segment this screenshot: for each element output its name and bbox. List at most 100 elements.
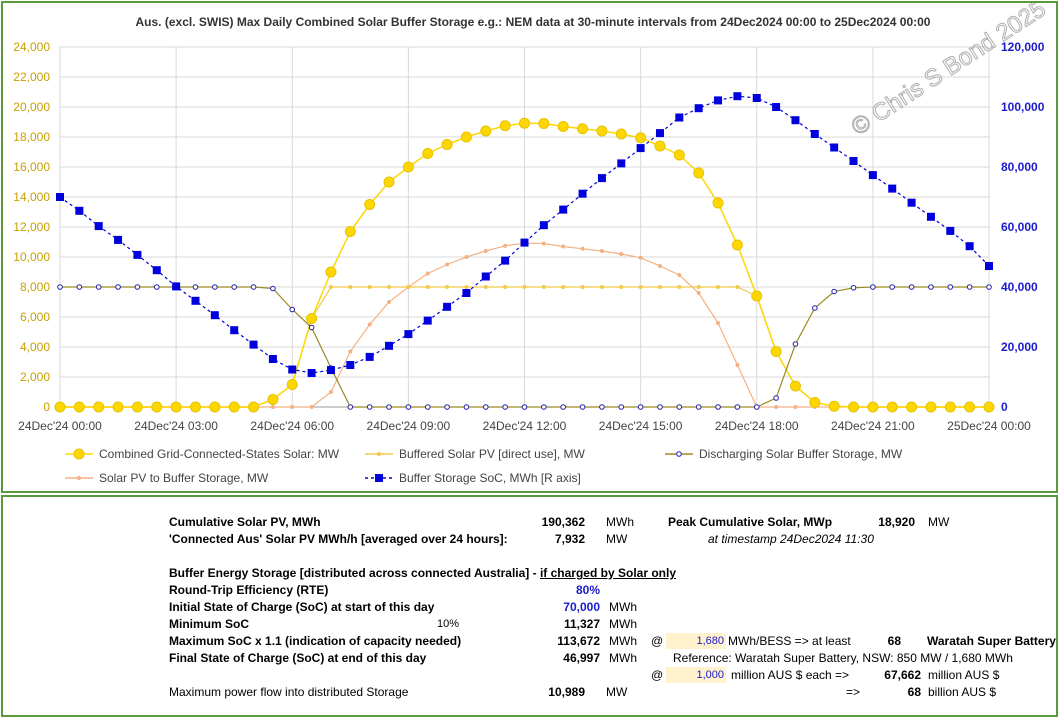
data-point — [793, 405, 798, 409]
peak-label: Peak Cumulative Solar, MWp — [668, 515, 833, 529]
data-point — [561, 285, 566, 289]
data-point — [309, 405, 314, 409]
data-point — [270, 285, 276, 292]
data-point — [250, 284, 257, 290]
data-point — [889, 284, 896, 290]
data-point — [773, 395, 779, 401]
data-point — [460, 131, 472, 143]
data-point — [538, 118, 550, 129]
data-point — [966, 284, 973, 290]
data-point — [541, 404, 547, 410]
y-left-tick-label: 2,000 — [20, 370, 50, 384]
final-soc-value: 46,997 — [563, 651, 600, 665]
data-point — [557, 121, 569, 132]
data-point — [734, 404, 741, 410]
data-point — [599, 404, 605, 410]
legend-swatch-marker — [377, 452, 381, 456]
data-point — [249, 340, 258, 349]
x-tick-label: 24Dec'24 06:00 — [250, 419, 334, 433]
data-point — [694, 104, 703, 113]
y-left-tick-label: 14,000 — [13, 190, 50, 204]
data-point — [596, 125, 608, 137]
y-right-tick-label: 100,000 — [1001, 100, 1045, 114]
legend-swatch-marker — [77, 476, 81, 480]
data-point — [560, 404, 567, 410]
data-point — [131, 401, 143, 413]
bess-size-input-bg — [666, 633, 726, 649]
data-point — [348, 285, 353, 289]
data-point — [151, 401, 163, 413]
min-soc-label: Minimum SoC — [169, 617, 249, 631]
data-point — [443, 302, 452, 311]
data-point — [867, 401, 879, 413]
y-left-tick-label: 20,000 — [13, 100, 50, 114]
bess-count: 68 — [887, 634, 901, 648]
data-point — [463, 404, 470, 410]
y-left-tick-label: 0 — [43, 400, 50, 414]
legend-label: Buffer Storage SoC, MWh [R axis] — [399, 471, 581, 485]
at-sign-1: @ — [651, 634, 664, 648]
billion-value: 68 — [907, 685, 921, 699]
data-point — [364, 199, 376, 210]
data-point — [170, 401, 182, 413]
data-point — [210, 311, 219, 320]
y-left-tick-label: 4,000 — [20, 340, 50, 354]
data-point — [483, 249, 488, 253]
data-point — [947, 284, 954, 290]
data-point — [520, 238, 529, 247]
data-point — [462, 289, 471, 297]
data-point — [404, 330, 413, 339]
data-point — [849, 157, 858, 165]
data-point — [577, 123, 589, 135]
data-point — [792, 341, 799, 347]
legend-label: Buffered Solar PV [direct use], MW — [399, 447, 586, 461]
data-point — [499, 120, 511, 132]
data-point — [657, 285, 662, 289]
data-point — [770, 346, 782, 357]
init-soc-label: Initial State of Charge (SoC) at start o… — [169, 600, 435, 614]
data-point — [209, 401, 221, 413]
data-point — [636, 144, 645, 153]
y-left-tick-label: 18,000 — [13, 130, 50, 144]
y-right-tick-label: 0 — [1001, 400, 1008, 414]
data-point — [539, 221, 548, 230]
max-power-label: Maximum power flow into distributed Stor… — [169, 685, 409, 699]
cost-input-bg — [666, 667, 726, 683]
data-point — [752, 94, 761, 102]
data-point — [715, 404, 721, 410]
data-point — [599, 249, 604, 253]
data-point — [580, 285, 585, 289]
data-point — [115, 284, 121, 290]
data-point — [307, 369, 316, 378]
data-point — [367, 285, 372, 289]
y-right-tick-label: 20,000 — [1001, 340, 1038, 354]
data-point — [482, 404, 489, 410]
data-point — [657, 264, 662, 268]
y-left-tick-label: 8,000 — [20, 280, 50, 294]
data-point — [94, 222, 103, 231]
data-point — [306, 313, 318, 324]
max-power-unit: MW — [606, 685, 628, 699]
cost-each-input[interactable]: 1,000 — [696, 669, 724, 681]
min-soc-pct: 10% — [437, 618, 460, 630]
init-soc-unit: MWh — [609, 600, 637, 614]
data-point — [268, 355, 277, 363]
data-point — [597, 174, 606, 183]
data-point — [677, 285, 682, 289]
data-point — [422, 148, 434, 159]
data-point — [76, 284, 83, 290]
data-point — [93, 401, 105, 413]
data-point — [696, 291, 701, 295]
reference-text: Reference: Waratah Super Battery, NSW: 8… — [673, 651, 1013, 665]
chart-panel: Aus. (excl. SWIS) Max Daily Combined Sol… — [1, 1, 1058, 493]
data-point — [751, 290, 763, 302]
data-point — [541, 285, 546, 289]
data-point — [402, 161, 414, 173]
min-soc-unit: MWh — [609, 617, 637, 631]
data-point — [383, 176, 395, 188]
y-left-tick-label: 12,000 — [13, 220, 50, 234]
bess-size-input[interactable]: 1,680 — [696, 635, 724, 647]
x-tick-label: 24Dec'24 21:00 — [831, 419, 915, 433]
data-point — [425, 271, 430, 276]
data-point — [986, 284, 992, 290]
